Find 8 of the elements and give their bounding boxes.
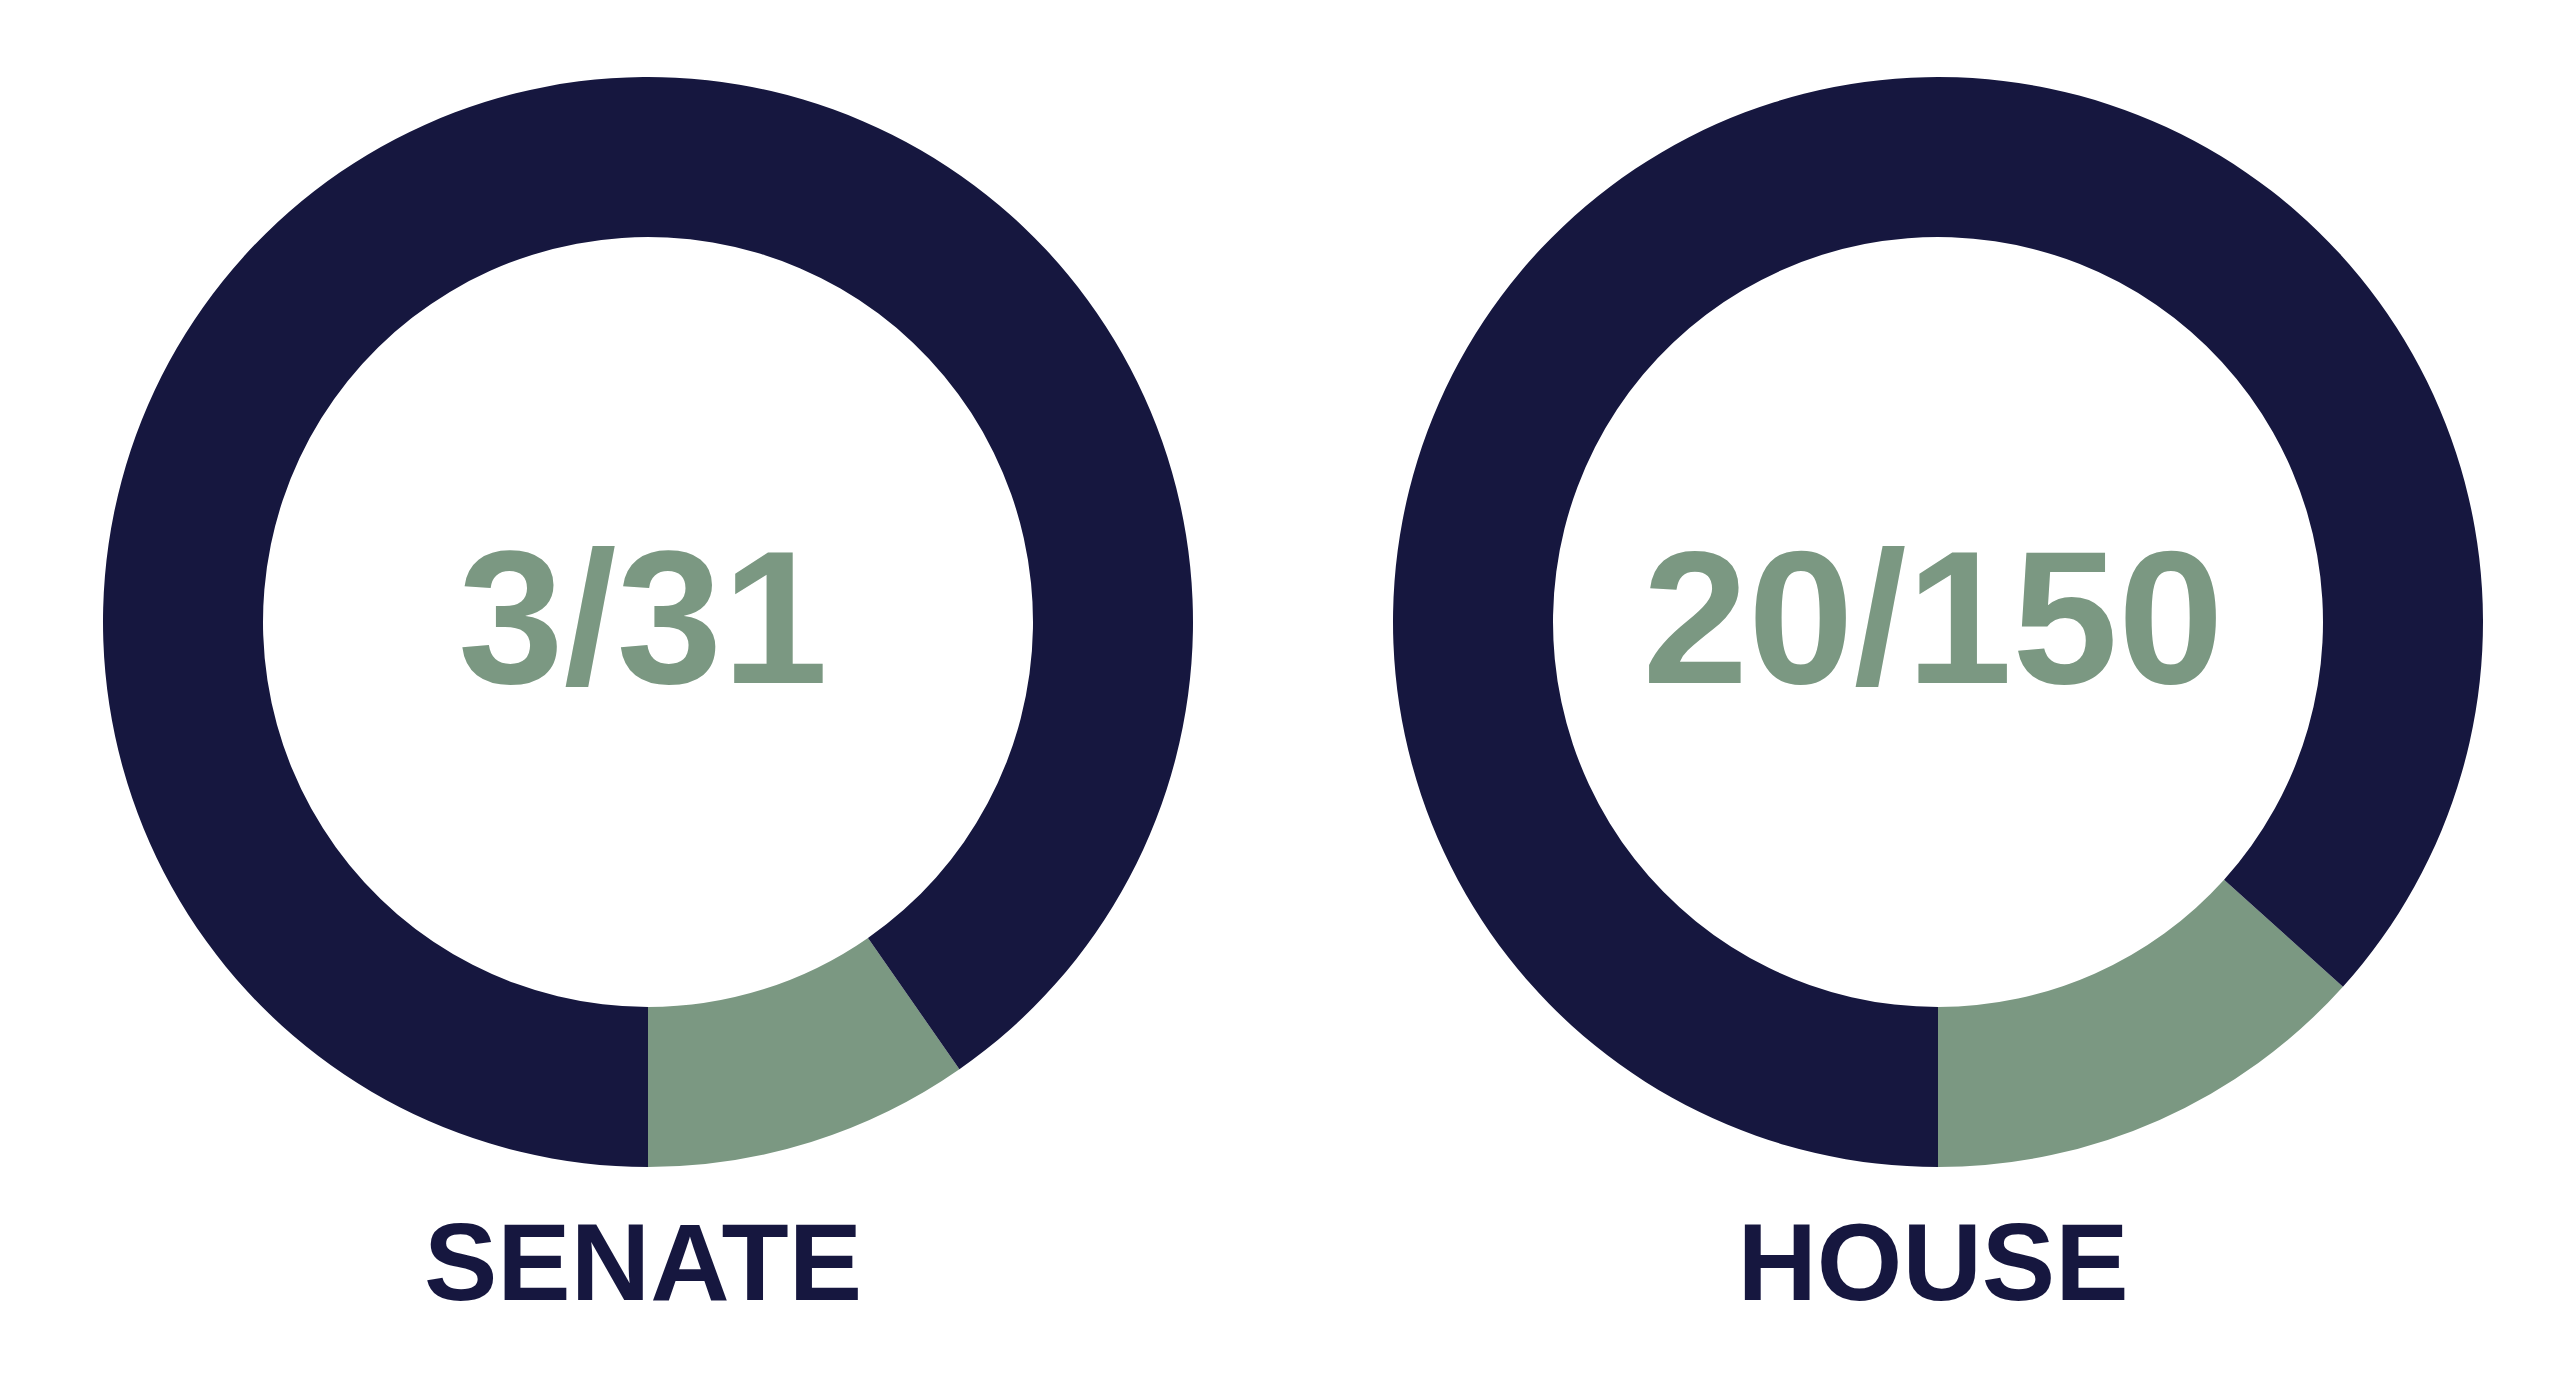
text: HOUSE [1736, 1199, 2130, 1325]
text: SENATE [423, 1199, 863, 1325]
text: 3/31 [458, 511, 828, 723]
text: 20/150 [1642, 511, 2224, 723]
donut-slice [648, 937, 960, 1167]
donut-slice [1393, 77, 2483, 1167]
donut-slice [103, 77, 1193, 1167]
donut-slice [1938, 879, 2343, 1167]
